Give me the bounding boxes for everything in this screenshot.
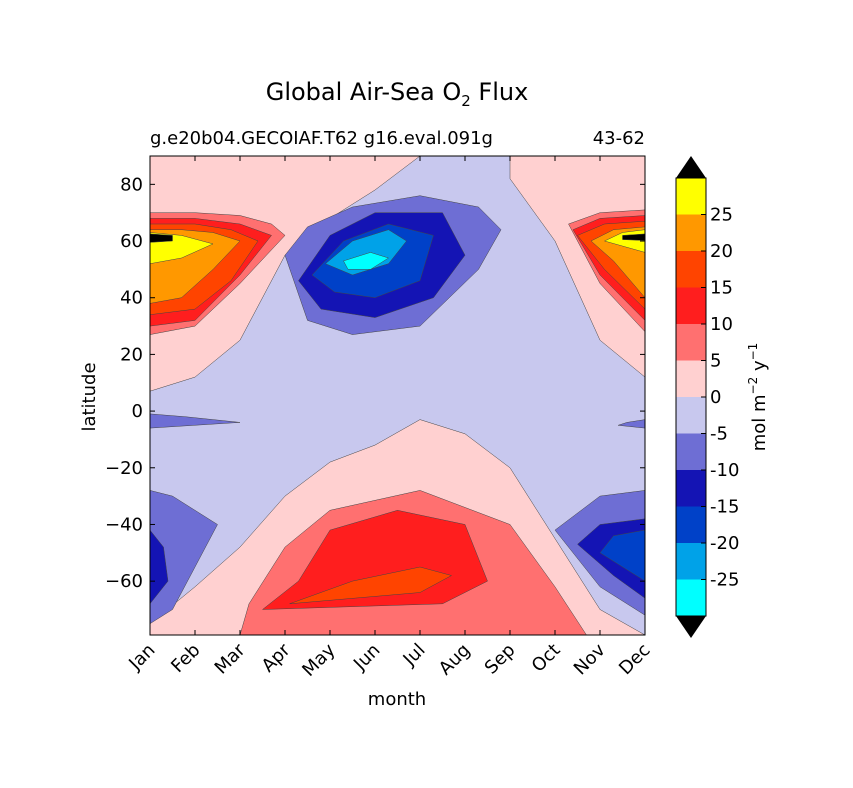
plot-frame — [149, 155, 646, 636]
x-tick-label: Apr — [258, 639, 295, 676]
colorbar-label-exp1: −2 — [746, 377, 760, 395]
colorbar-segment — [676, 178, 706, 215]
contour-sw-neg10 — [150, 529, 169, 605]
contour-north-band-east — [509, 156, 645, 378]
y-tick-label: 0 — [132, 401, 143, 422]
colorbar-tick-label: -20 — [710, 533, 739, 554]
x-tick-label: Sep — [481, 640, 520, 679]
colorbar-label-mid: y — [749, 360, 770, 377]
chart-title-suffix: Flux — [471, 78, 529, 106]
colorbar: 25 20 15 10 5 0 -5 -10 -15 -20 -25 — [675, 156, 739, 638]
contour-se-neg15 — [599, 529, 645, 582]
y-tick-label: 20 — [120, 344, 143, 365]
colorbar-segment — [676, 324, 706, 361]
y-tick-label: 60 — [120, 231, 143, 252]
colorbar-segment — [676, 543, 706, 580]
colorbar-segment — [676, 506, 706, 543]
colorbar-tick-label: 15 — [710, 278, 733, 299]
x-tick-label: Feb — [167, 640, 204, 677]
y-tick-label: −40 — [105, 514, 143, 535]
contour-sw-neg5 — [150, 490, 218, 624]
y-axis: 80 60 40 20 0 −20 −40 −60 — [105, 174, 645, 592]
colorbar-segment — [676, 470, 706, 507]
colorbar-extend-low — [676, 616, 706, 638]
y-axis-label: latitude — [79, 362, 100, 431]
contour-neg25-north — [343, 252, 390, 270]
colorbar-segment — [676, 360, 706, 397]
colorbar-tick-label: 0 — [710, 387, 721, 408]
y-tick-label: −20 — [105, 458, 143, 479]
subtitle-right: 43-62 — [593, 128, 645, 149]
colorbar-segment — [676, 214, 706, 251]
plot-area — [150, 156, 645, 635]
colorbar-tick-label: 25 — [710, 205, 733, 226]
x-tick-label: Jun — [349, 640, 384, 675]
colorbar-segment — [676, 251, 706, 288]
colorbar-tick-label: -25 — [710, 570, 739, 591]
colorbar-tick-label: 20 — [710, 241, 733, 262]
contour-north-black — [150, 233, 173, 243]
y-tick-label: 40 — [120, 288, 143, 309]
x-tick-label: Nov — [570, 639, 610, 679]
subtitle-left: g.e20b04.GECOIAF.T62 g16.eval.091g — [150, 128, 493, 149]
contour-east-black — [622, 233, 645, 241]
colorbar-tick-label: -15 — [710, 497, 739, 518]
contour-south-15 — [289, 566, 453, 605]
contour-eq-neg5-east — [617, 419, 645, 429]
x-axis-label: month — [368, 689, 426, 710]
contour-eq-neg5-west — [150, 413, 241, 429]
colorbar-segment — [676, 433, 706, 470]
y-tick-label: 80 — [120, 174, 143, 195]
colorbar-segment — [676, 287, 706, 324]
chart-title-subscript: 2 — [461, 92, 471, 110]
colorbar-tick-label: -5 — [710, 424, 728, 445]
colorbar-tick-label: 5 — [710, 351, 721, 372]
y-tick-label: −60 — [105, 571, 143, 592]
x-tick-label: Aug — [435, 640, 475, 680]
x-tick-label: Mar — [211, 639, 250, 678]
colorbar-label: mol m−2 y−1 — [746, 343, 770, 452]
x-tick-label: Jul — [399, 640, 430, 671]
chart-title: Global Air-Sea O2 Flux — [266, 78, 529, 110]
colorbar-segment — [676, 579, 706, 616]
colorbar-tick-label: 10 — [710, 314, 733, 335]
colorbar-label-base: mol m — [749, 394, 770, 451]
x-tick-label: Oct — [528, 640, 565, 677]
colorbar-label-exp2: −1 — [746, 343, 760, 361]
chart-title-prefix: Global Air-Sea O — [266, 78, 462, 106]
colorbar-tick-label: -10 — [710, 460, 739, 481]
colorbar-segment — [676, 397, 706, 434]
colorbar-extend-high — [676, 156, 706, 178]
x-tick-label: May — [298, 639, 339, 680]
x-tick-label: Jan — [124, 640, 159, 675]
x-tick-label: Dec — [615, 640, 654, 679]
